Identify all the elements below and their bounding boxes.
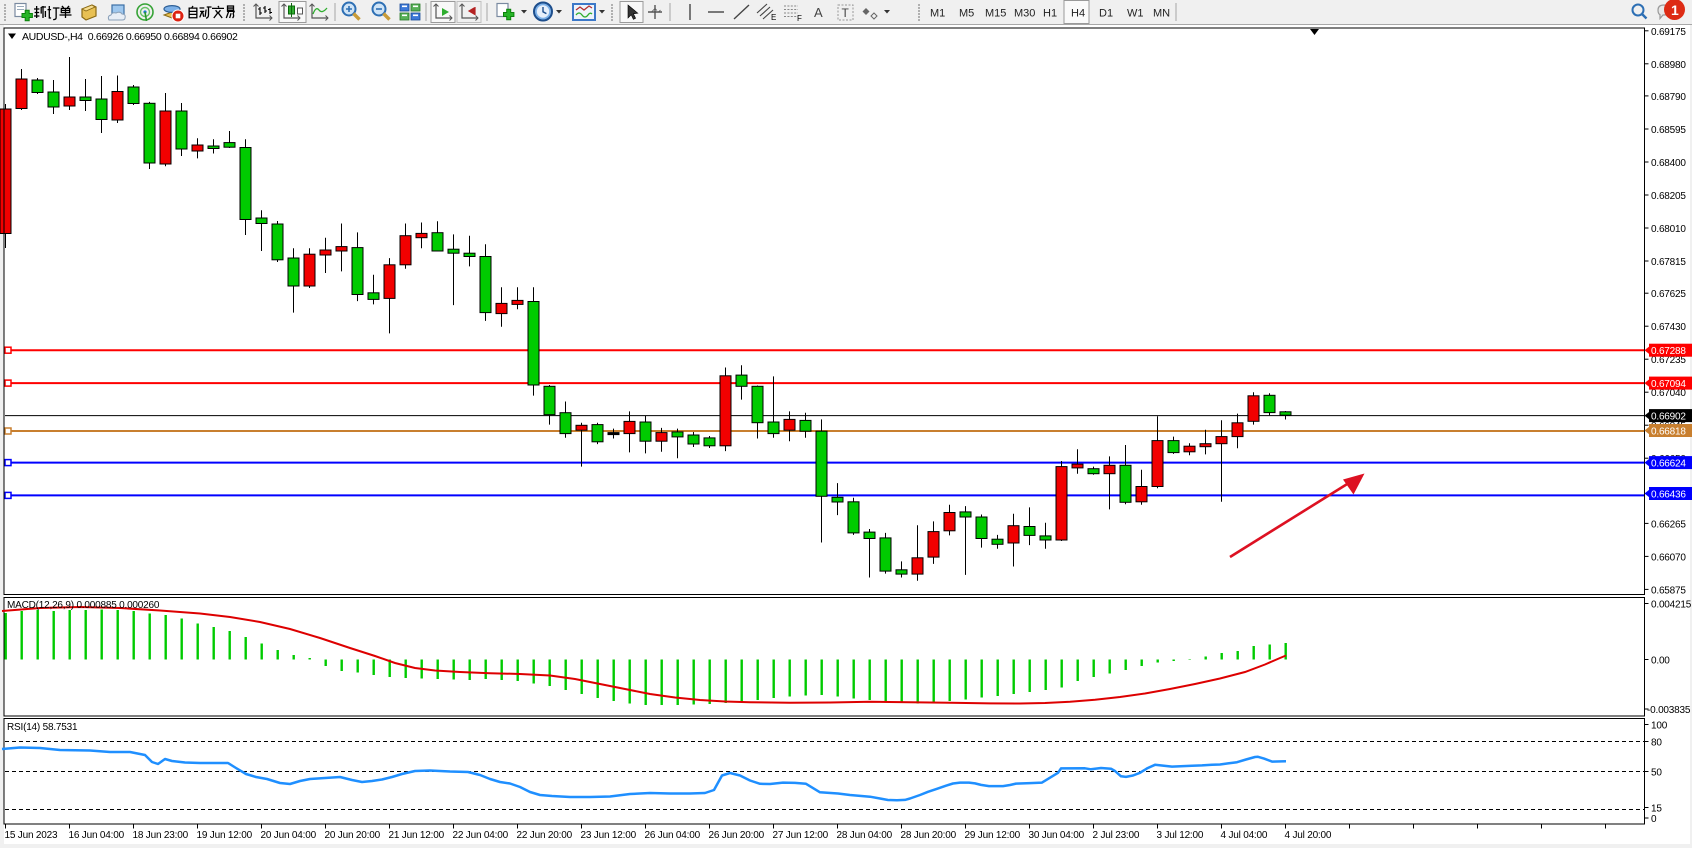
- svg-text:18 Jun 23:00: 18 Jun 23:00: [133, 830, 189, 841]
- svg-text:0.67625: 0.67625: [1651, 289, 1686, 300]
- svg-text:0.67235: 0.67235: [1651, 355, 1686, 366]
- svg-text:M5: M5: [959, 8, 974, 20]
- svg-text:0.68595: 0.68595: [1651, 125, 1686, 136]
- svg-text:4 Jul 04:00: 4 Jul 04:00: [1221, 830, 1268, 841]
- svg-text:AUDUSD-,H4 0.66926 0.66950 0.: AUDUSD-,H4 0.66926 0.66950 0.66894 0.669…: [22, 31, 238, 43]
- svg-text:RSI(14) 58.7531: RSI(14) 58.7531: [7, 722, 78, 733]
- svg-text:0.004215: 0.004215: [1651, 600, 1692, 611]
- svg-text:0.67815: 0.67815: [1651, 257, 1686, 268]
- svg-text:H1: H1: [1043, 8, 1057, 20]
- svg-text:28 Jun 04:00: 28 Jun 04:00: [837, 830, 893, 841]
- svg-text:29 Jun 12:00: 29 Jun 12:00: [965, 830, 1021, 841]
- svg-text:4 Jul 20:00: 4 Jul 20:00: [1285, 830, 1332, 841]
- svg-text:21 Jun 12:00: 21 Jun 12:00: [389, 830, 445, 841]
- svg-text:0.66265: 0.66265: [1651, 519, 1686, 530]
- svg-text:0.66436: 0.66436: [1651, 490, 1686, 501]
- svg-text:0.68205: 0.68205: [1651, 191, 1686, 202]
- svg-text:27 Jun 12:00: 27 Jun 12:00: [773, 830, 829, 841]
- svg-text:0.68010: 0.68010: [1651, 224, 1686, 235]
- svg-text:M30: M30: [1014, 8, 1035, 20]
- svg-text:0.66902: 0.66902: [1651, 412, 1686, 423]
- svg-text:50: 50: [1651, 768, 1662, 779]
- svg-text:1: 1: [1671, 2, 1679, 18]
- svg-text:W1: W1: [1127, 8, 1144, 20]
- svg-text:28 Jun 20:00: 28 Jun 20:00: [901, 830, 957, 841]
- svg-text:26 Jun 04:00: 26 Jun 04:00: [645, 830, 701, 841]
- svg-text:20 Jun 20:00: 20 Jun 20:00: [325, 830, 381, 841]
- svg-text:3 Jul 12:00: 3 Jul 12:00: [1157, 830, 1204, 841]
- svg-text:MACD(12,26,9) 0.000885 0.00026: MACD(12,26,9) 0.000885 0.000260: [7, 600, 160, 611]
- svg-text:0.65875: 0.65875: [1651, 585, 1686, 596]
- svg-text:22 Jun 04:00: 22 Jun 04:00: [453, 830, 509, 841]
- svg-text:0.68980: 0.68980: [1651, 60, 1686, 71]
- svg-text:T: T: [842, 6, 850, 20]
- svg-text:M15: M15: [985, 8, 1006, 20]
- svg-text:2 Jul 23:00: 2 Jul 23:00: [1093, 830, 1140, 841]
- svg-text:0.69175: 0.69175: [1651, 27, 1686, 38]
- svg-text:F: F: [797, 14, 802, 23]
- svg-text:D1: D1: [1099, 8, 1113, 20]
- svg-text:30 Jun 04:00: 30 Jun 04:00: [1029, 830, 1085, 841]
- svg-text:0.68790: 0.68790: [1651, 92, 1686, 103]
- svg-text:0.68400: 0.68400: [1651, 158, 1686, 169]
- svg-text:0.67040: 0.67040: [1651, 388, 1686, 399]
- svg-text:0.67094: 0.67094: [1651, 379, 1686, 390]
- svg-text:0.00: 0.00: [1651, 656, 1670, 667]
- svg-text:MN: MN: [1153, 8, 1170, 20]
- svg-text:80: 80: [1651, 738, 1662, 749]
- svg-text:0.67430: 0.67430: [1651, 322, 1686, 333]
- svg-text:16 Jun 04:00: 16 Jun 04:00: [69, 830, 125, 841]
- svg-text:22 Jun 20:00: 22 Jun 20:00: [517, 830, 573, 841]
- svg-text:26 Jun 20:00: 26 Jun 20:00: [709, 830, 765, 841]
- svg-text:M1: M1: [930, 8, 945, 20]
- svg-text:15 Jun 2023: 15 Jun 2023: [5, 830, 58, 841]
- svg-text:0.66624: 0.66624: [1651, 459, 1686, 470]
- svg-text:0.67288: 0.67288: [1651, 346, 1686, 357]
- svg-text:0.66070: 0.66070: [1651, 552, 1686, 563]
- svg-text:23 Jun 12:00: 23 Jun 12:00: [581, 830, 637, 841]
- svg-text:0: 0: [1651, 814, 1657, 825]
- svg-text:20 Jun 04:00: 20 Jun 04:00: [261, 830, 317, 841]
- svg-text:H4: H4: [1071, 8, 1085, 20]
- svg-text:100: 100: [1651, 721, 1668, 732]
- svg-text:0.66818: 0.66818: [1651, 427, 1686, 438]
- svg-text:A: A: [814, 5, 823, 20]
- svg-text:-0.003835: -0.003835: [1647, 705, 1691, 716]
- svg-text:15: 15: [1651, 804, 1662, 815]
- svg-text:19 Jun 12:00: 19 Jun 12:00: [197, 830, 253, 841]
- svg-text:E: E: [771, 13, 776, 22]
